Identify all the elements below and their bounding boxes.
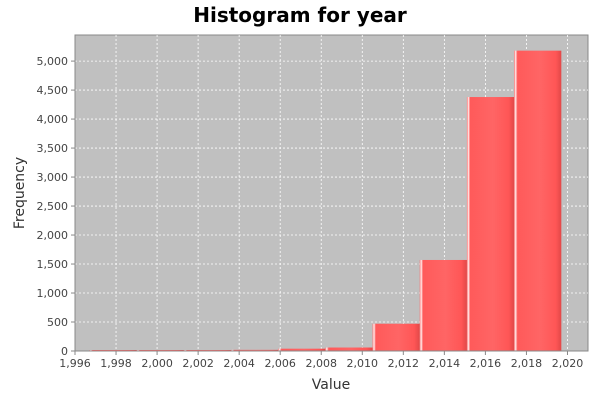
- y-tick-label: 5,000: [37, 55, 69, 68]
- x-tick-label: 2,014: [429, 357, 461, 370]
- y-tick-label: 2,500: [37, 200, 69, 213]
- x-tick-label: 2,018: [511, 357, 543, 370]
- y-tick-label: 0: [61, 345, 68, 358]
- y-tick-label: 2,000: [37, 229, 69, 242]
- y-tick-label: 500: [47, 316, 68, 329]
- y-tick-label: 4,500: [37, 84, 69, 97]
- y-tick-label: 4,000: [37, 113, 69, 126]
- axes: 1,996 1,998 2,000 2,002 2,004 2,006 2,008 2,010…: [37, 35, 588, 370]
- histogram-bar: [325, 347, 373, 351]
- histogram-bar: [372, 323, 420, 351]
- y-tick-label: 1,000: [37, 287, 69, 300]
- x-tick-label: 2,000: [141, 357, 173, 370]
- histogram-bar: [514, 50, 562, 352]
- x-tick-label: 2,002: [182, 357, 214, 370]
- x-tick-label: 2,016: [470, 357, 502, 370]
- histogram-bar: [419, 259, 467, 351]
- x-tick-label: 2,012: [388, 357, 420, 370]
- x-tick-label: 2,006: [264, 357, 296, 370]
- x-tick-label: 2,004: [223, 357, 255, 370]
- x-tick-label: 2,010: [347, 357, 379, 370]
- histogram-bar: [278, 348, 326, 351]
- x-tick-label: 2,008: [305, 357, 337, 370]
- chart-title: Histogram for year: [193, 3, 407, 27]
- histogram-bars: [89, 50, 562, 352]
- x-tick-label: 2,020: [552, 357, 584, 370]
- x-tick-label: 1,996: [59, 357, 91, 370]
- x-tick-label: 1,998: [100, 357, 132, 370]
- y-tick-label: 3,500: [37, 142, 69, 155]
- histogram-bar: [230, 349, 279, 351]
- y-axis-label: Frequency: [12, 157, 28, 229]
- y-tick-label: 1,500: [37, 258, 69, 271]
- histogram-bar: [466, 97, 515, 351]
- x-axis-label: Value: [312, 377, 350, 393]
- y-tick-label: 3,000: [37, 171, 69, 184]
